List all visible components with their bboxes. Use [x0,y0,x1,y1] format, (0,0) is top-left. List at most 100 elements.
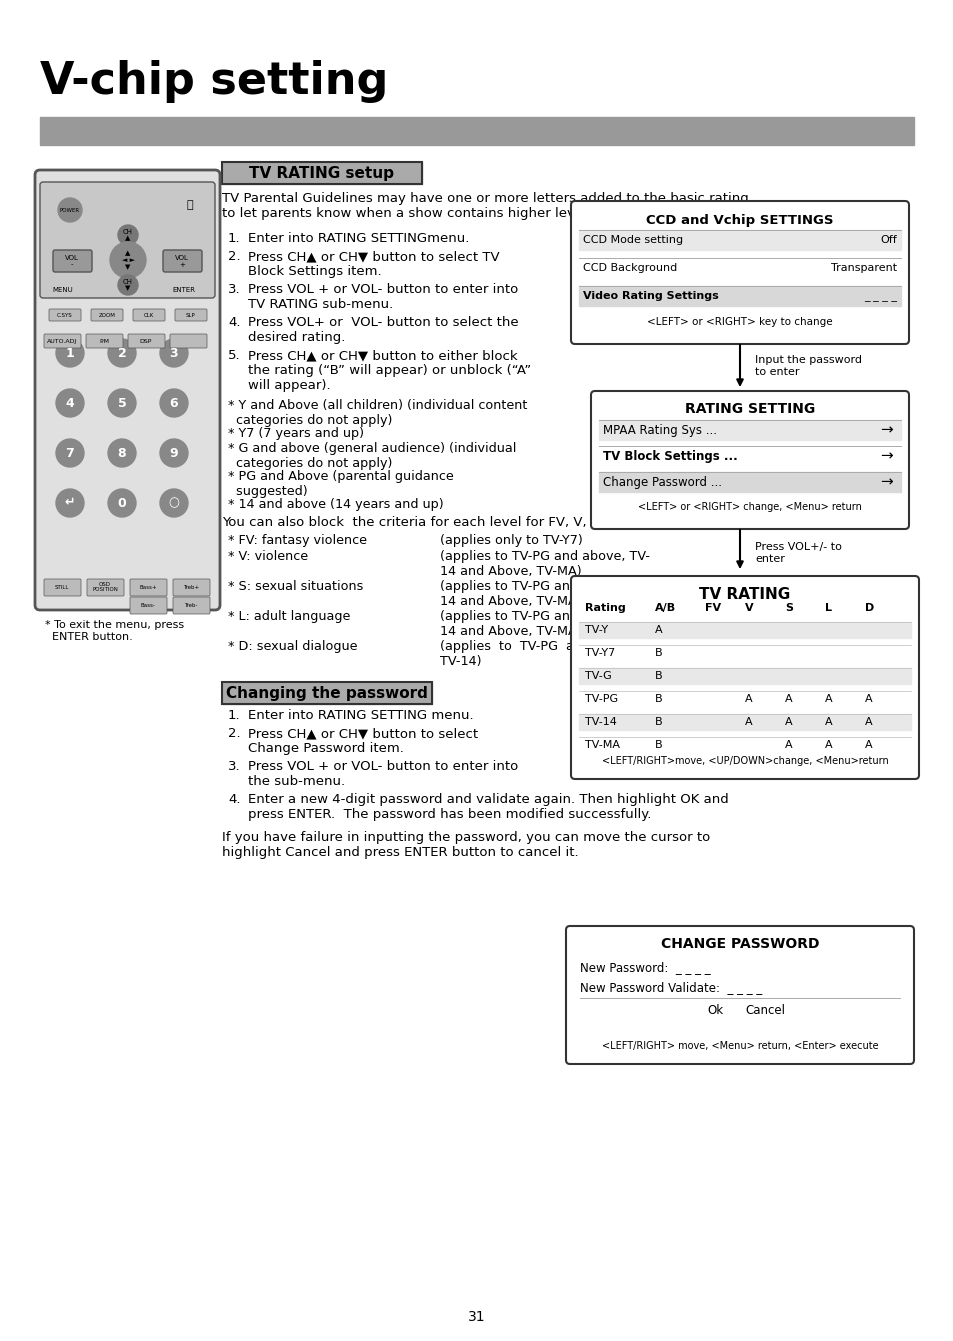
Bar [40,117,913,145]
Text: Press VOL + or VOL- button to enter into
TV RATING sub-menu.: Press VOL + or VOL- button to enter into… [248,283,517,311]
Text: (applies to TV-PG and above, TV-
14 and Above, TV-MA): (applies to TV-PG and above, TV- 14 and … [439,550,649,578]
Bar [578,645,910,661]
Text: 3.: 3. [228,283,240,296]
FancyBboxPatch shape [565,927,913,1063]
Text: New Password:  _ _ _ _: New Password: _ _ _ _ [579,961,710,975]
FancyBboxPatch shape [128,334,165,349]
Circle shape [56,439,84,467]
Text: Enter into RATING SETTINGmenu.: Enter into RATING SETTINGmenu. [248,232,469,245]
Text: 2.: 2. [228,727,240,740]
Text: 3: 3 [170,346,178,359]
Text: * S: sexual situations: * S: sexual situations [228,581,363,593]
FancyBboxPatch shape [571,201,908,345]
Text: (applies to TV-PG and above, TV-
14 and Above, TV-MA): (applies to TV-PG and above, TV- 14 and … [439,610,649,638]
Text: Press VOL + or VOL- button to enter into
the sub-menu.: Press VOL + or VOL- button to enter into… [248,760,517,789]
Text: 0: 0 [117,496,126,510]
Text: Cancel: Cancel [744,1003,784,1016]
Text: ○: ○ [169,496,179,510]
Text: V-chip setting: V-chip setting [40,60,388,103]
Text: CCD Background: CCD Background [582,263,677,274]
Text: * PG and Above (parental guidance
  suggested): * PG and Above (parental guidance sugges… [228,469,454,498]
Text: Press CH▲ or CH▼ button to select TV
Block Settings item.: Press CH▲ or CH▼ button to select TV Blo… [248,249,499,278]
Text: (applies  to  TV-PG  and  Above,
TV-14): (applies to TV-PG and Above, TV-14) [439,640,641,668]
Text: * FV: fantasy violence: * FV: fantasy violence [228,534,367,547]
Text: CCD and Vchip SETTINGS: CCD and Vchip SETTINGS [645,213,833,227]
Text: 9: 9 [170,447,178,460]
Text: A: A [824,695,832,704]
Text: VOL
+: VOL + [175,255,189,267]
FancyBboxPatch shape [44,334,81,349]
Bar [578,691,910,707]
FancyBboxPatch shape [35,170,220,610]
Text: * Y7 (7 years and up): * Y7 (7 years and up) [228,426,364,440]
Text: * G and above (general audience) (individual
  categories do not apply): * G and above (general audience) (indivi… [228,441,516,469]
Bar [222,162,421,184]
Text: (applies only to TV-Y7): (applies only to TV-Y7) [439,534,582,547]
FancyBboxPatch shape [87,579,124,595]
Text: →: → [880,448,892,464]
FancyBboxPatch shape [91,308,123,320]
Bar [598,447,900,467]
Text: 5.: 5. [228,349,240,362]
Bar [598,472,900,492]
Text: V: V [744,603,753,613]
Text: A: A [655,625,662,636]
FancyBboxPatch shape [172,597,210,614]
FancyBboxPatch shape [163,249,202,272]
Text: Changing the password: Changing the password [226,685,428,700]
Circle shape [118,275,138,295]
Text: Change Password ...: Change Password ... [602,476,721,488]
Circle shape [56,489,84,518]
Text: ▲
◄ ►
▼: ▲ ◄ ► ▼ [121,249,134,270]
Bar [222,162,421,184]
Text: 3.: 3. [228,760,240,772]
Text: Treb+: Treb+ [183,585,199,590]
Text: 7: 7 [66,447,74,460]
Bar [578,257,900,278]
Text: A: A [824,717,832,727]
Text: Bass+: Bass+ [139,585,156,590]
Text: 6: 6 [170,397,178,409]
Text: CH
▲: CH ▲ [123,228,132,241]
Text: CCD Mode setting: CCD Mode setting [582,235,682,245]
Text: 2: 2 [117,346,126,359]
Text: →: → [880,422,892,437]
Text: B: B [655,717,662,727]
Text: S: S [784,603,792,613]
Text: A: A [784,695,792,704]
Bar [222,683,432,704]
Text: 1.: 1. [228,232,240,245]
Text: Off: Off [880,235,896,245]
Text: B: B [655,648,662,658]
Text: CH
▼: CH ▼ [123,279,132,291]
Text: MENU: MENU [52,287,72,292]
Text: TV-G: TV-G [584,670,611,681]
Text: Enter a new 4-digit password and validate again. Then highlight OK and
press ENT: Enter a new 4-digit password and validat… [248,793,728,821]
Text: 1.: 1. [228,709,240,721]
Bar [578,231,900,249]
FancyBboxPatch shape [40,182,214,298]
Text: 4.: 4. [228,793,240,806]
Bar [222,683,432,704]
Text: B: B [655,695,662,704]
Text: A: A [824,740,832,750]
Text: Bass-: Bass- [140,602,155,607]
FancyBboxPatch shape [172,579,210,595]
Text: OSD
POSITION: OSD POSITION [92,582,118,593]
Text: STILL: STILL [54,585,70,590]
Bar [578,286,900,306]
Text: If you have failure in inputting the password, you can move the cursor to
highli: If you have failure in inputting the pas… [222,831,709,860]
Text: <LEFT/RIGHT>move, <UP/DOWN>change, <Menu>return: <LEFT/RIGHT>move, <UP/DOWN>change, <Menu… [601,756,887,766]
Text: Press VOL+/- to
enter: Press VOL+/- to enter [754,542,841,563]
Text: * To exit the menu, press
  ENTER button.: * To exit the menu, press ENTER button. [45,620,184,641]
Text: 1: 1 [66,346,74,359]
FancyBboxPatch shape [44,579,81,595]
FancyBboxPatch shape [132,308,165,320]
Text: 4.: 4. [228,316,240,329]
Bar [578,713,910,730]
Text: 2.: 2. [228,249,240,263]
Text: ZOOM: ZOOM [98,312,115,318]
Text: Press CH▲ or CH▼ button to either block
the rating (“B” will appear) or unblock : Press CH▲ or CH▼ button to either block … [248,349,531,392]
Circle shape [56,339,84,367]
Text: Treb-: Treb- [184,602,197,607]
